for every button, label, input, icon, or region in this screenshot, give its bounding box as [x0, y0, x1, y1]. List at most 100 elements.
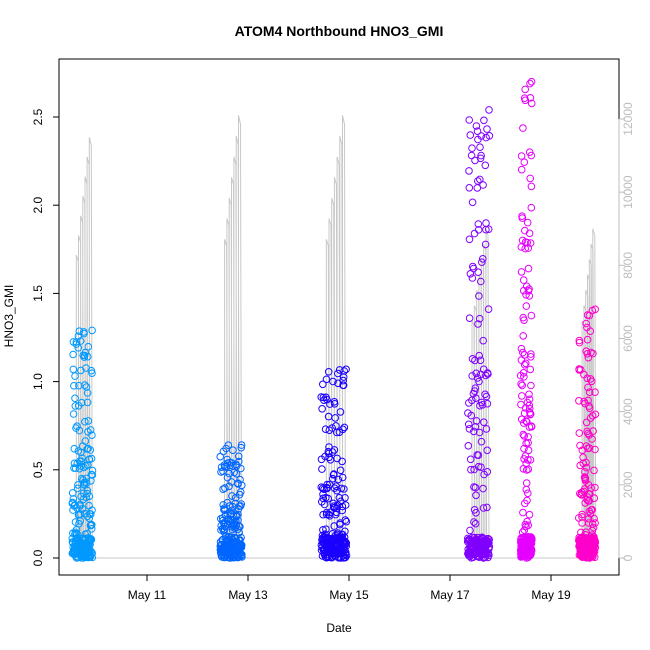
- data-point: [517, 165, 526, 174]
- data-point: [467, 465, 475, 474]
- data-point: [236, 475, 244, 484]
- data-point: [466, 526, 474, 535]
- data-point: [468, 198, 477, 207]
- data-point: [519, 508, 527, 517]
- data-point: [475, 351, 484, 360]
- data-point: [468, 355, 477, 363]
- data-point: [525, 395, 534, 404]
- data-point: [517, 380, 525, 388]
- data-point: [340, 423, 349, 432]
- data-point: [86, 446, 95, 454]
- y-axis: 0.0 0.5 1.0 1.5 2.0 2.5: [31, 108, 60, 566]
- data-point: [527, 182, 536, 191]
- data-point: [340, 485, 348, 493]
- data-point: [589, 523, 598, 532]
- data-point: [88, 549, 96, 557]
- data-point: [71, 402, 80, 410]
- data-point: [82, 383, 91, 391]
- data-point: [526, 174, 535, 183]
- data-point: [585, 404, 594, 413]
- data-point: [481, 161, 490, 170]
- data-point: [470, 229, 479, 238]
- data-point: [527, 311, 536, 320]
- data-point: [581, 474, 590, 482]
- data-point: [588, 435, 596, 443]
- data-point: [83, 529, 91, 538]
- data-point: [485, 132, 494, 140]
- data-point: [475, 292, 483, 300]
- data-point: [235, 528, 243, 537]
- data-point: [590, 494, 599, 503]
- data-point: [324, 494, 333, 503]
- data-point: [342, 539, 351, 547]
- data-point: [525, 401, 534, 410]
- data-point: [485, 106, 493, 114]
- data-point: [225, 469, 233, 478]
- data-point: [524, 439, 532, 447]
- data-point: [524, 489, 532, 498]
- data-point: [326, 512, 334, 520]
- data-point: [476, 143, 484, 151]
- data-point: [468, 372, 477, 380]
- flight-series: [216, 441, 246, 562]
- data-point: [322, 375, 331, 384]
- x-tick-label: May 17: [430, 588, 470, 602]
- data-point: [519, 348, 527, 357]
- data-point: [527, 423, 536, 431]
- data-point: [338, 457, 346, 466]
- data-point: [318, 405, 326, 413]
- data-point: [470, 518, 478, 526]
- data-point: [238, 550, 246, 559]
- data-point: [483, 125, 491, 133]
- data-point: [522, 291, 530, 299]
- data-point: [333, 486, 341, 495]
- data-point: [517, 268, 526, 276]
- data-point: [525, 292, 534, 300]
- data-point: [591, 538, 600, 547]
- data-point: [591, 483, 599, 492]
- data-point: [523, 496, 531, 505]
- x-axis: May 11 May 13 May 15 May 17 May 19: [128, 574, 571, 602]
- y-tick-label: 1.0: [31, 373, 45, 390]
- y2-tick-label: 12000: [621, 102, 635, 136]
- data-point: [465, 184, 474, 192]
- data-point: [590, 533, 598, 541]
- data-point: [528, 536, 536, 544]
- data-point: [333, 428, 341, 437]
- y-axis-label: HNO3_GMI: [2, 285, 16, 348]
- data-point: [527, 546, 536, 555]
- data-point: [78, 505, 87, 513]
- data-point: [81, 381, 89, 389]
- data-point: [69, 350, 77, 359]
- data-point: [237, 500, 246, 508]
- data-point: [474, 320, 482, 328]
- data-point: [591, 519, 599, 527]
- flight-series: [317, 365, 351, 562]
- data-point: [479, 336, 488, 345]
- data-point: [69, 365, 78, 374]
- data-point: [342, 542, 351, 550]
- flight-series: [516, 77, 536, 562]
- data-point: [527, 99, 536, 108]
- data-point: [590, 466, 598, 475]
- data-point: [339, 425, 347, 434]
- data-point: [471, 483, 480, 492]
- data-point: [477, 463, 485, 472]
- data-point: [220, 525, 229, 534]
- data-point: [476, 356, 485, 365]
- data-point: [318, 465, 326, 473]
- data-point: [473, 127, 482, 135]
- data-point: [520, 373, 528, 381]
- data-point: [586, 327, 595, 336]
- data-point: [522, 417, 530, 425]
- data-point: [477, 277, 485, 286]
- y-tick-label: 0.5: [31, 461, 45, 478]
- data-point: [525, 229, 534, 238]
- data-point: [472, 122, 481, 130]
- data-point: [342, 517, 351, 526]
- data-point: [85, 514, 93, 523]
- data-point: [527, 203, 536, 212]
- data-point: [519, 369, 528, 377]
- flight-series: [68, 326, 97, 562]
- data-point: [77, 398, 86, 407]
